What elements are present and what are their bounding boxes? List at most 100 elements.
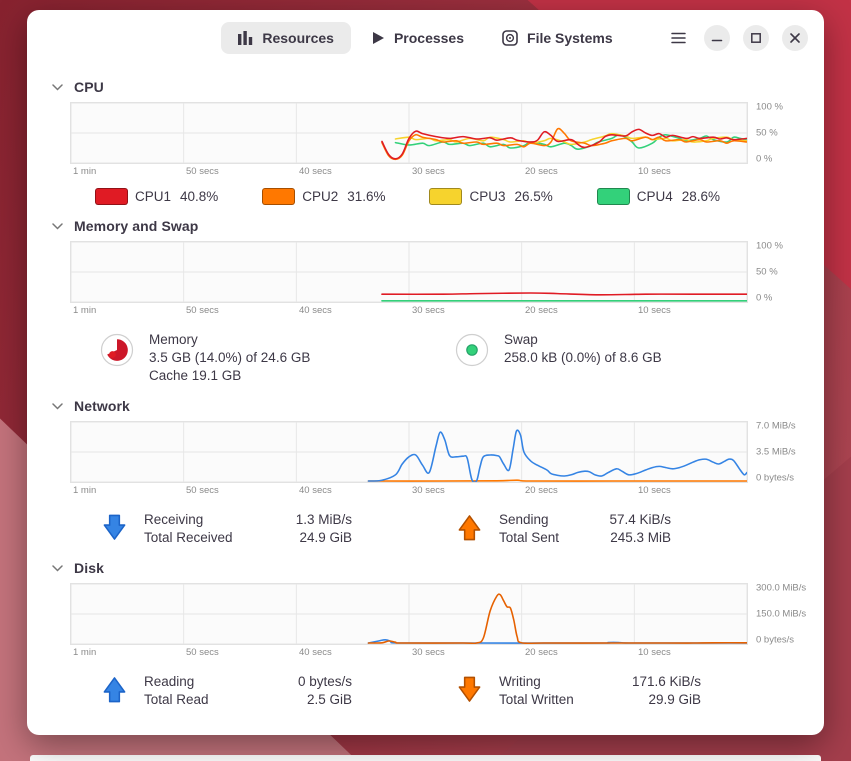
play-triangle-icon <box>372 31 385 45</box>
cpu4-color-swatch <box>596 188 630 205</box>
x-axis-tick-label: 10 secs <box>638 647 671 658</box>
y-axis-tick-label: 3.5 MiB/s <box>756 446 796 458</box>
memory-stat: Memory 3.5 GB (14.0%) of 24.6 GB Cache 1… <box>100 331 455 385</box>
reading-stat-text: Reading Total Read 0 bytes/s 2.5 GiB <box>144 673 352 709</box>
tab-file-systems[interactable]: File Systems <box>485 22 630 54</box>
arrow-up-icon <box>455 513 484 547</box>
swap-usage: 258.0 kB (0.0%) of 8.6 GB <box>504 350 662 365</box>
reading-stat: Reading Total Read 0 bytes/s 2.5 GiB <box>100 673 455 709</box>
y-axis-tick-label: 150.0 MiB/s <box>756 608 807 620</box>
maximize-button[interactable] <box>743 25 769 51</box>
y-axis-tick-label: 100 % <box>756 101 783 113</box>
sending-stat: Sending Total Sent 57.4 KiB/s 245.3 MiB <box>455 511 824 547</box>
x-axis-tick-label: 40 secs <box>299 647 332 658</box>
total-received-value: 24.9 GiB <box>299 530 352 545</box>
disk-section-header[interactable]: Disk <box>27 560 824 576</box>
x-axis-tick-label: 50 secs <box>186 305 219 316</box>
y-axis-tick-label: 0 bytes/s <box>756 634 795 646</box>
receiving-label: Receiving <box>144 512 204 527</box>
x-axis-tick-label: 30 secs <box>412 305 445 316</box>
x-axis-tick-label: 1 min <box>73 485 97 496</box>
swap-stat: Swap 258.0 kB (0.0%) of 8.6 GB <box>455 331 824 385</box>
x-axis-tick-label: 1 min <box>73 647 97 658</box>
sending-stat-text: Sending Total Sent 57.4 KiB/s 245.3 MiB <box>499 511 671 547</box>
cpu3-color-swatch <box>429 188 463 205</box>
disk-icon <box>502 30 518 46</box>
cpu-section: CPU 100 % 50 % 0 % 1 min 50 secs 40 secs 30 s… <box>27 79 824 205</box>
total-read-value: 2.5 GiB <box>306 692 352 707</box>
network-chart-area: 7.0 MiB/s 3.5 MiB/s 0 bytes/s <box>70 420 824 484</box>
writing-stat-text: Writing Total Written 171.6 KiB/s 29.9 G… <box>499 673 701 709</box>
network-stats: Receiving Total Received 1.3 MiB/s 24.9 … <box>100 511 824 547</box>
cpu-name: CPU3 <box>469 189 506 204</box>
cpu-usage-value: 28.6% <box>681 189 720 204</box>
memory-section-header[interactable]: Memory and Swap <box>27 218 824 234</box>
section-title: Disk <box>74 560 104 576</box>
tab-resources[interactable]: Resources <box>221 22 351 54</box>
section-title: CPU <box>74 79 104 95</box>
total-received-label: Total Received <box>144 530 233 545</box>
hamburger-menu-button[interactable] <box>665 25 691 51</box>
cpu-section-header[interactable]: CPU <box>27 79 824 95</box>
tab-label: File Systems <box>527 30 613 46</box>
chevron-down-icon <box>52 222 63 230</box>
x-axis-tick-label: 10 secs <box>638 485 671 496</box>
swap-pie-icon <box>455 333 489 372</box>
memory-section: Memory and Swap 100 % 50 % 0 % 1 min 50 sec… <box>27 218 824 385</box>
reading-label: Reading <box>144 674 195 689</box>
cpu-name: CPU2 <box>302 189 339 204</box>
x-axis-tick-label: 20 secs <box>525 647 558 658</box>
swap-stat-text: Swap 258.0 kB (0.0%) of 8.6 GB <box>504 331 662 367</box>
sending-rate: 57.4 KiB/s <box>609 512 671 527</box>
tab-processes[interactable]: Processes <box>355 22 481 54</box>
arrow-down-icon <box>455 675 484 709</box>
cpu2-legend-item: CPU2 31.6% <box>262 188 386 205</box>
chevron-down-icon <box>52 402 63 410</box>
total-sent-value: 245.3 MiB <box>610 530 671 545</box>
bar-chart-icon <box>238 31 253 45</box>
arrow-down-icon <box>100 513 129 547</box>
x-axis-tick-label: 40 secs <box>299 166 332 177</box>
memory-usage: 3.5 GB (14.0%) of 24.6 GB <box>149 350 311 365</box>
chevron-down-icon <box>52 83 63 91</box>
total-written-value: 29.9 GiB <box>648 692 701 707</box>
writing-label: Writing <box>499 674 541 689</box>
receiving-stat-text: Receiving Total Received 1.3 MiB/s 24.9 … <box>144 511 352 547</box>
disk-x-axis: 1 min 50 secs 40 secs 30 secs 20 secs 10 secs <box>70 647 748 660</box>
background-window-edge <box>30 755 821 761</box>
memory-stat-text: Memory 3.5 GB (14.0%) of 24.6 GB Cache 1… <box>149 331 310 385</box>
chevron-down-icon <box>52 564 63 572</box>
reading-rate: 0 bytes/s <box>297 674 352 689</box>
cpu-name: CPU1 <box>135 189 172 204</box>
disk-chart <box>70 583 748 645</box>
cpu-name: CPU4 <box>636 189 673 204</box>
x-axis-tick-label: 1 min <box>73 305 97 316</box>
cpu-usage-value: 31.6% <box>347 189 386 204</box>
x-axis-tick-label: 50 secs <box>186 166 219 177</box>
sending-label: Sending <box>499 512 549 527</box>
y-axis-tick-label: 7.0 MiB/s <box>756 420 796 432</box>
cpu1-color-swatch <box>95 188 128 205</box>
swap-label: Swap <box>504 332 538 347</box>
x-axis-tick-label: 30 secs <box>412 166 445 177</box>
cpu2-color-swatch <box>262 188 296 205</box>
y-axis-tick-label: 50 % <box>756 127 778 139</box>
x-axis-tick-label: 50 secs <box>186 647 219 658</box>
total-written-label: Total Written <box>499 692 574 707</box>
minimize-button[interactable] <box>704 25 730 51</box>
x-axis-tick-label: 10 secs <box>638 166 671 177</box>
x-axis-tick-label: 1 min <box>73 166 97 177</box>
section-title: Network <box>74 398 130 414</box>
y-axis-tick-label: 50 % <box>756 266 778 278</box>
cpu-chart <box>70 102 748 164</box>
close-button[interactable] <box>782 25 808 51</box>
writing-stat: Writing Total Written 171.6 KiB/s 29.9 G… <box>455 673 824 709</box>
network-section-header[interactable]: Network <box>27 398 824 414</box>
cpu-legend: CPU1 40.8% CPU2 31.6% CPU3 26.5% CPU4 28… <box>95 188 720 205</box>
cpu-chart-area: 100 % 50 % 0 % <box>70 101 824 165</box>
memory-cache: Cache 19.1 GB <box>149 368 242 383</box>
x-axis-tick-label: 40 secs <box>299 305 332 316</box>
header-bar: Resources Processes File Systems <box>27 10 824 66</box>
y-axis-tick-label: 300.0 MiB/s <box>756 582 807 594</box>
